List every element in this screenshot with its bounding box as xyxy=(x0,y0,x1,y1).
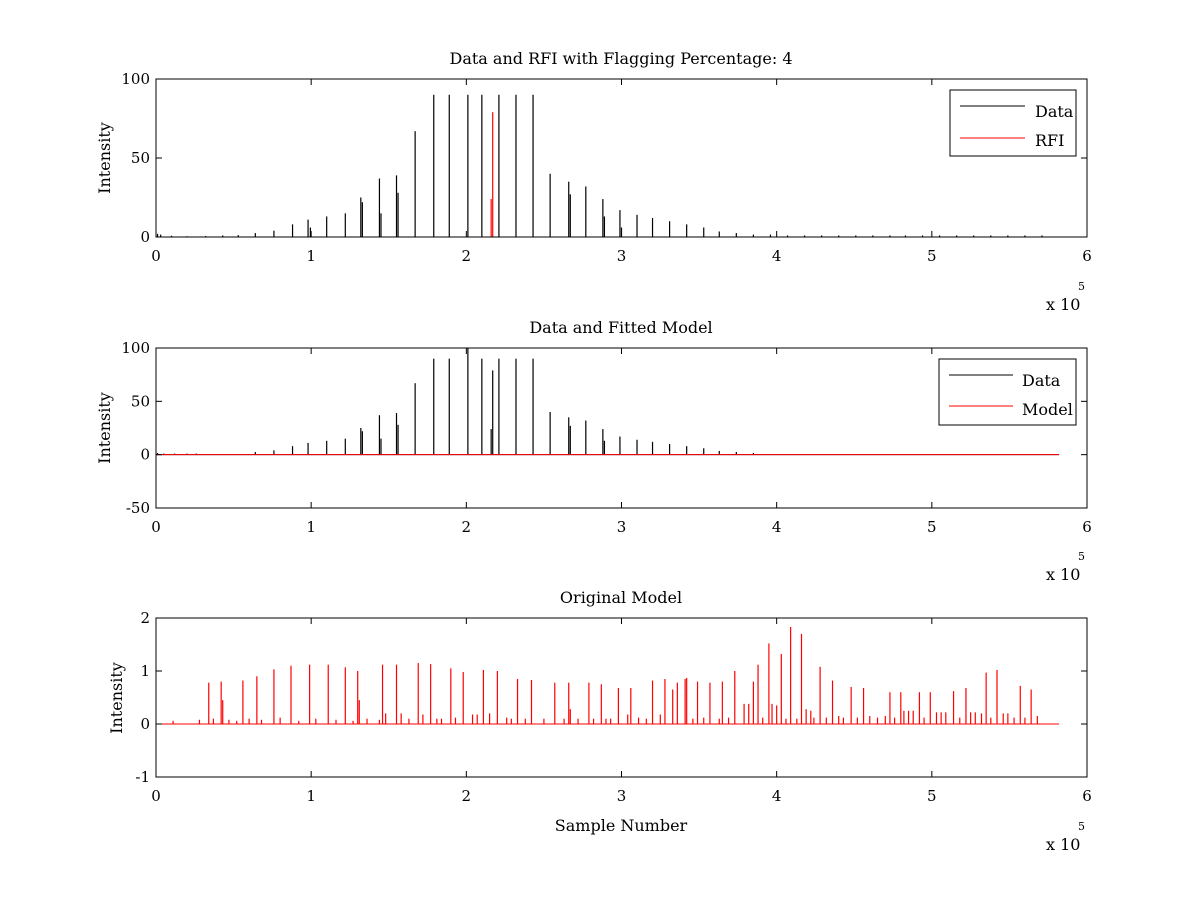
x-tick-label: 0 xyxy=(151,518,161,536)
axis-ticks: 0 1 2 3 4 5 6 0 50 100 xyxy=(121,70,1091,265)
legend: Data RFI xyxy=(949,89,1077,157)
plot-area xyxy=(156,348,1060,456)
x-tick-label: 1 xyxy=(306,787,316,805)
x-axis-multiplier: x 10 5 xyxy=(1046,280,1085,314)
x-tick-label: 1 xyxy=(306,247,316,265)
x-multiplier-exponent: 5 xyxy=(1078,820,1085,833)
y-tick-label: 50 xyxy=(131,149,150,167)
x-tick-label: 6 xyxy=(1082,787,1092,805)
x-tick-label: 2 xyxy=(462,518,472,536)
plot-area xyxy=(156,627,1060,725)
chart-title: Original Model xyxy=(560,588,682,607)
legend-label-data: Data xyxy=(1035,102,1074,121)
y-tick-label: -50 xyxy=(126,499,150,517)
y-axis-label: Intensity xyxy=(95,122,114,194)
y-axis-label: Intensity xyxy=(107,662,126,734)
x-tick-label: 1 xyxy=(306,518,316,536)
y-tick-label: 100 xyxy=(121,339,150,357)
x-tick-label: 2 xyxy=(462,247,472,265)
x-tick-label: 4 xyxy=(772,247,782,265)
x-axis-label: Sample Number xyxy=(555,816,688,835)
legend-label-rfi: RFI xyxy=(1035,131,1064,150)
y-tick-label: 2 xyxy=(140,609,150,627)
y-tick-label: 0 xyxy=(140,228,150,246)
x-multiplier-base: x 10 xyxy=(1046,835,1080,854)
x-multiplier-base: x 10 xyxy=(1046,295,1080,314)
x-tick-label: 4 xyxy=(772,787,782,805)
x-tick-label: 3 xyxy=(617,518,627,536)
x-tick-label: 5 xyxy=(927,518,937,536)
y-tick-label: 1 xyxy=(140,662,150,680)
x-tick-label: 0 xyxy=(151,247,161,265)
y-tick-label: 0 xyxy=(140,446,150,464)
panel-data-and-fitted-model: Data and Fitted Model Intensity 0 1 2 3 4 5 6 -… xyxy=(95,318,1092,584)
y-tick-label: 0 xyxy=(140,715,150,733)
x-tick-label: 0 xyxy=(151,787,161,805)
chart-title: Data and RFI with Flagging Percentage: 4 xyxy=(449,49,792,68)
panel-data-and-rfi: Data and RFI with Flagging Percentage: 4… xyxy=(95,49,1092,314)
x-tick-label: 5 xyxy=(927,787,937,805)
x-tick-label: 4 xyxy=(772,518,782,536)
legend: Data Model xyxy=(938,358,1077,426)
legend-label-model: Model xyxy=(1022,400,1073,419)
x-multiplier-exponent: 5 xyxy=(1078,550,1085,563)
x-multiplier-base: x 10 xyxy=(1046,565,1080,584)
y-tick-label: 100 xyxy=(121,70,150,88)
y-tick-label: -1 xyxy=(135,768,150,786)
x-tick-label: 2 xyxy=(462,787,472,805)
panel-original-model: Original Model Intensity Sample Number 0… xyxy=(107,588,1092,854)
legend-box xyxy=(949,89,1077,157)
x-tick-label: 3 xyxy=(617,247,627,265)
x-axis-multiplier: x 10 5 xyxy=(1046,550,1085,584)
chart-title: Data and Fitted Model xyxy=(529,318,712,337)
x-tick-label: 6 xyxy=(1082,247,1092,265)
x-tick-label: 3 xyxy=(617,787,627,805)
x-tick-label: 6 xyxy=(1082,518,1092,536)
legend-box xyxy=(938,358,1077,426)
y-tick-label: 50 xyxy=(131,392,150,410)
x-axis-multiplier: x 10 5 xyxy=(1046,820,1085,854)
y-axis-label: Intensity xyxy=(95,392,114,464)
x-multiplier-exponent: 5 xyxy=(1078,280,1085,293)
legend-label-data: Data xyxy=(1022,371,1061,390)
x-tick-label: 5 xyxy=(927,247,937,265)
